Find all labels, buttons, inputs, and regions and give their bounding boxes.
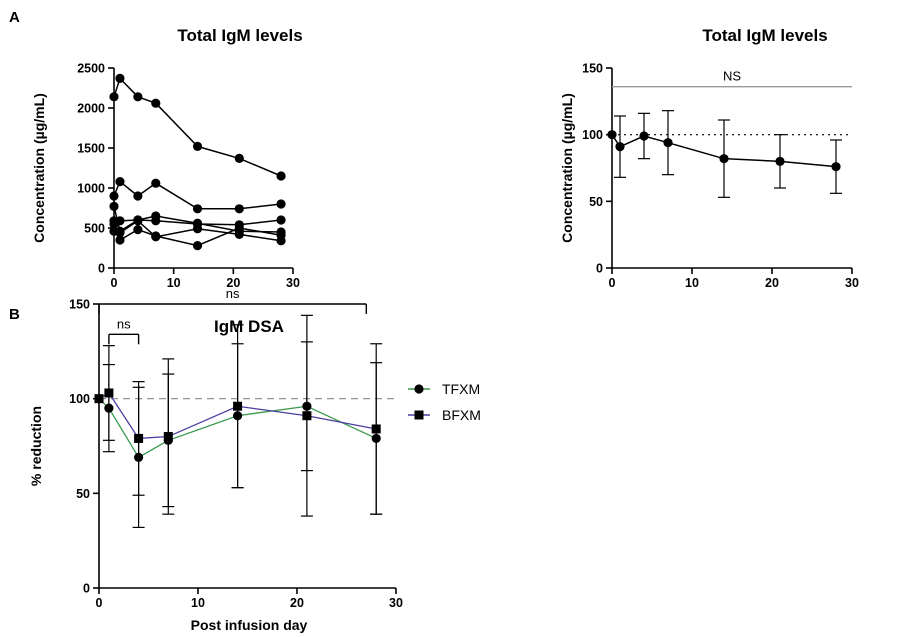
y-tick-label: 150 <box>69 298 90 312</box>
data-point <box>109 201 119 211</box>
data-point <box>151 211 161 221</box>
x-tick-label: 30 <box>286 276 300 290</box>
data-point <box>234 204 244 214</box>
y-tick-label: 2500 <box>77 62 105 76</box>
significance-label: ns <box>226 286 240 301</box>
data-point <box>151 178 161 188</box>
data-point <box>115 235 125 245</box>
data-point <box>104 388 114 398</box>
chart-3: IgM DSA % reduction Post infusion day 0 50 10… <box>28 286 481 633</box>
legend-marker <box>414 410 424 420</box>
chart-title: Total IgM levels <box>177 26 302 45</box>
x-tick-label: 10 <box>191 596 205 610</box>
x-tick-label: 0 <box>96 596 103 610</box>
panel-label-b: B <box>9 306 20 323</box>
data-point <box>607 130 617 140</box>
data-point <box>134 433 144 443</box>
data-point <box>615 142 625 152</box>
y-tick-label: 500 <box>84 222 105 236</box>
x-tick-label: 0 <box>609 276 616 290</box>
data-point <box>192 224 203 234</box>
data-point <box>233 401 243 411</box>
x-tick-label: 30 <box>389 596 403 610</box>
data-point <box>151 232 161 242</box>
data-point <box>276 215 286 225</box>
data-point <box>234 229 244 239</box>
data-point <box>302 411 312 421</box>
data-point <box>663 138 673 148</box>
data-point <box>133 216 143 226</box>
x-tick-label: 10 <box>685 276 699 290</box>
chart-title: Total IgM levels <box>702 26 827 45</box>
chart-2: Total IgM levels Concentration (µg/mL) 0 50… <box>559 26 859 290</box>
data-point <box>371 424 381 434</box>
y-tick-label: 100 <box>69 392 90 406</box>
data-point <box>115 177 125 187</box>
x-tick-label: 10 <box>167 276 181 290</box>
data-point <box>276 199 286 209</box>
y-tick-label: 1000 <box>77 182 105 196</box>
data-point <box>115 228 125 238</box>
x-tick-label: 20 <box>226 276 240 290</box>
significance-label: NS <box>723 69 741 84</box>
x-tick-label: 20 <box>290 596 304 610</box>
data-point <box>639 131 649 141</box>
x-axis-label: Post infusion day <box>191 617 308 633</box>
data-point <box>234 223 244 233</box>
y-tick-label: 1500 <box>77 142 105 156</box>
data-point <box>192 204 203 214</box>
data-point <box>109 191 119 201</box>
data-point <box>133 191 143 201</box>
data-point <box>719 154 729 164</box>
data-point <box>192 141 203 151</box>
y-tick-label: 0 <box>98 262 105 276</box>
chart-1: Total IgM levels Concentration (µg/mL) 0 50… <box>31 26 303 290</box>
data-point <box>775 156 785 166</box>
panel-label-a: A <box>9 9 20 26</box>
y-tick-label: 0 <box>596 262 603 276</box>
y-tick-label: 0 <box>83 582 90 596</box>
y-tick-label: 150 <box>582 62 603 76</box>
x-tick-label: 30 <box>845 276 859 290</box>
data-point <box>192 241 203 251</box>
y-axis-label: % reduction <box>28 406 44 486</box>
data-point <box>115 73 125 83</box>
data-point <box>831 162 841 172</box>
legend-marker <box>414 384 424 394</box>
data-point <box>133 225 143 235</box>
data-point <box>276 171 286 181</box>
data-point <box>133 92 143 102</box>
data-point <box>163 432 173 442</box>
y-axis-label: Concentration (µg/mL) <box>31 93 47 243</box>
data-point <box>109 92 119 102</box>
y-axis-label: Concentration (µg/mL) <box>559 93 575 243</box>
data-point <box>276 236 286 246</box>
y-tick-label: 100 <box>582 128 603 142</box>
data-point <box>151 98 161 108</box>
legend-label: TFXM <box>442 381 480 397</box>
legend-label: BFXM <box>442 407 481 423</box>
data-point <box>109 219 119 229</box>
significance-label: ns <box>117 316 131 331</box>
y-tick-label: 50 <box>589 195 603 209</box>
y-tick-label: 50 <box>76 487 90 501</box>
x-tick-label: 20 <box>765 276 779 290</box>
chart-title: IgM DSA <box>214 317 284 336</box>
data-point <box>94 394 104 404</box>
data-point <box>234 153 244 163</box>
x-tick-label: 0 <box>111 276 118 290</box>
y-tick-label: 2000 <box>77 102 105 116</box>
